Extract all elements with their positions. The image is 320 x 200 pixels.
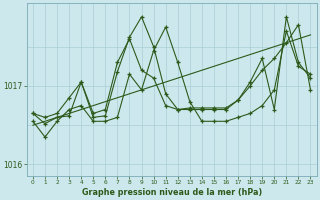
X-axis label: Graphe pression niveau de la mer (hPa): Graphe pression niveau de la mer (hPa): [82, 188, 262, 197]
